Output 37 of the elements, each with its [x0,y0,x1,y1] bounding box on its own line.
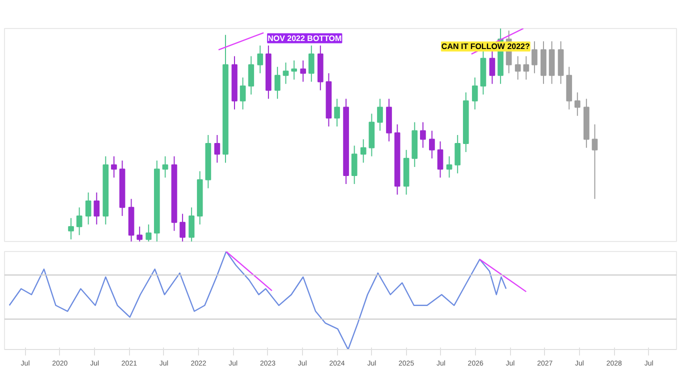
candlestick [85,192,92,225]
candlestick [514,56,521,80]
candlestick [68,218,74,240]
candlestick [523,56,530,80]
candlestick [274,66,280,100]
candlestick [351,145,358,184]
candlestick [592,124,598,200]
candlestick [334,98,340,127]
candlestick [180,213,186,242]
candlestick [472,76,478,110]
candlestick [574,92,580,116]
candlestick [94,192,100,225]
candlestick [420,122,426,148]
candlestick [446,156,452,178]
candlestick [188,206,194,242]
candlestick [240,76,246,110]
candlestick [532,40,538,74]
candlestick [360,138,366,164]
candlestick [437,140,444,178]
annotation: CAN IT FOLLOW 2022? [441,42,530,52]
annotation: NOV 2022 BOTTOM [268,34,342,43]
candlestick [111,156,117,178]
candlestick [308,45,314,82]
candlestick [489,49,496,84]
candlestick [76,206,82,236]
candlestick [454,134,461,174]
candlestick [146,224,152,242]
candlestick [136,226,143,242]
candlestick [162,156,168,178]
candlestick [291,60,298,80]
candlestick [248,56,254,96]
candlestick [429,130,435,159]
candlestick [377,98,383,132]
candlestick [300,60,306,82]
candlestick [257,45,264,74]
candlestick [214,134,220,164]
candlestick [282,62,289,84]
